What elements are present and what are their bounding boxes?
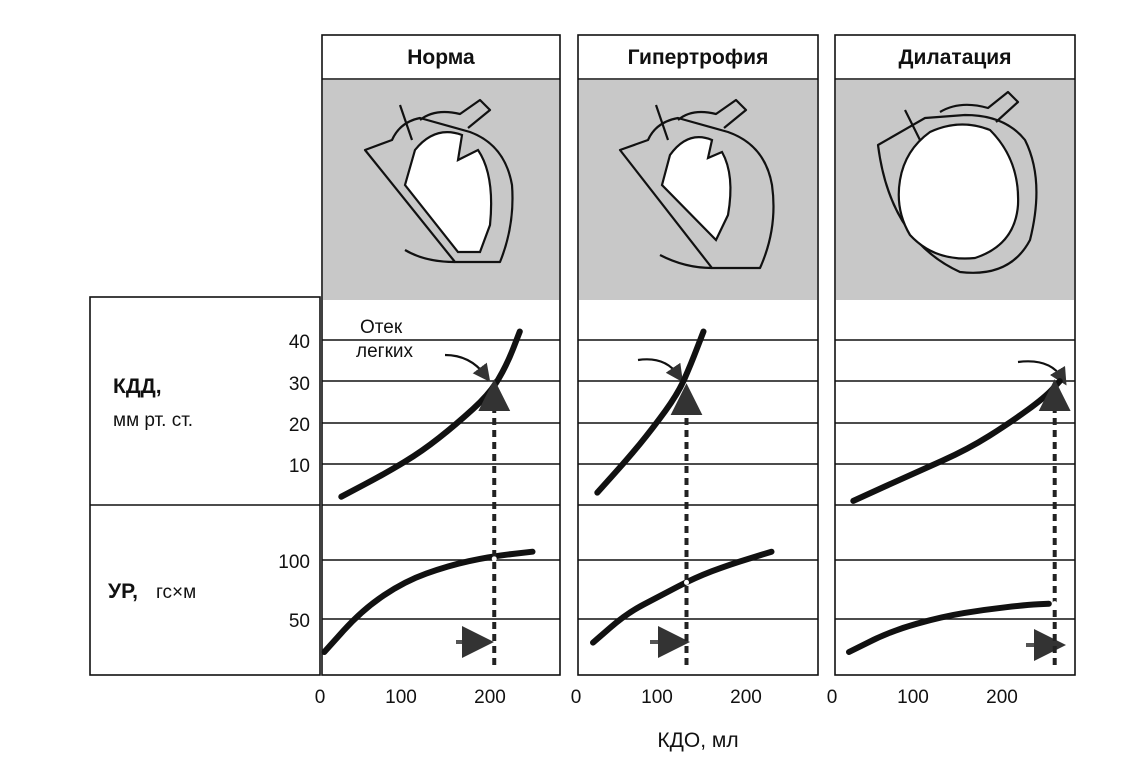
upper-ylabel-title: КДД, [113,375,162,398]
panel-norma: Норма Отек легких [321,34,561,676]
ur-marker-point [684,579,689,585]
panel-dilatation: Дилатация [834,34,1076,676]
kdd-curve [850,378,1063,504]
kdd-curve [338,328,523,500]
upper-ytick: 20 [289,415,310,436]
ur-marker-point [1052,601,1058,607]
xtick: 100 [641,687,673,708]
xtick: 100 [897,687,929,708]
ur-curve [590,548,775,646]
ur-curve [321,548,536,655]
upper-ylabel-unit: мм рт. ст. [113,410,193,431]
heart-dilatation-illustration [876,90,1038,274]
panel-title: Гипертрофия [628,46,769,69]
heart-hypertrophy-illustration [618,98,775,270]
xtick: 200 [474,687,506,708]
xtick: 0 [571,687,582,708]
annotation-arrow [444,353,491,383]
ur-marker-point [491,556,497,562]
annotation-arrow [1017,360,1067,386]
label-area-box [89,296,321,676]
upper-ytick: 30 [289,374,310,395]
upper-ytick: 40 [289,332,310,353]
panel-hypertrophy: Гипертрофия [577,34,819,676]
xtick: 0 [315,687,326,708]
xtick: 200 [730,687,762,708]
annotation-line1: Отек [360,317,403,338]
panel-title: Дилатация [899,46,1012,69]
lower-ytick: 50 [289,611,310,632]
xtick: 100 [385,687,417,708]
panel-frame [834,34,1076,676]
lower-ytick: 100 [278,552,310,573]
kdd-curve [594,328,707,496]
annotation-arrow [637,358,683,383]
lower-ylabel-title: УР, [108,580,138,603]
panel-frame [321,34,561,676]
lower-ylabel-unit: гс×м [156,582,196,603]
chart-marks [321,328,1071,665]
x-axis-label: КДО, мл [657,729,738,752]
xtick: 200 [986,687,1018,708]
panel-frame [577,34,819,676]
upper-ytick: 10 [289,456,310,477]
xtick: 0 [827,687,838,708]
ur-curve [846,600,1052,655]
annotation-line2: легких [356,341,414,362]
panel-title: Норма [407,46,475,69]
heart-normal-illustration [363,98,514,264]
